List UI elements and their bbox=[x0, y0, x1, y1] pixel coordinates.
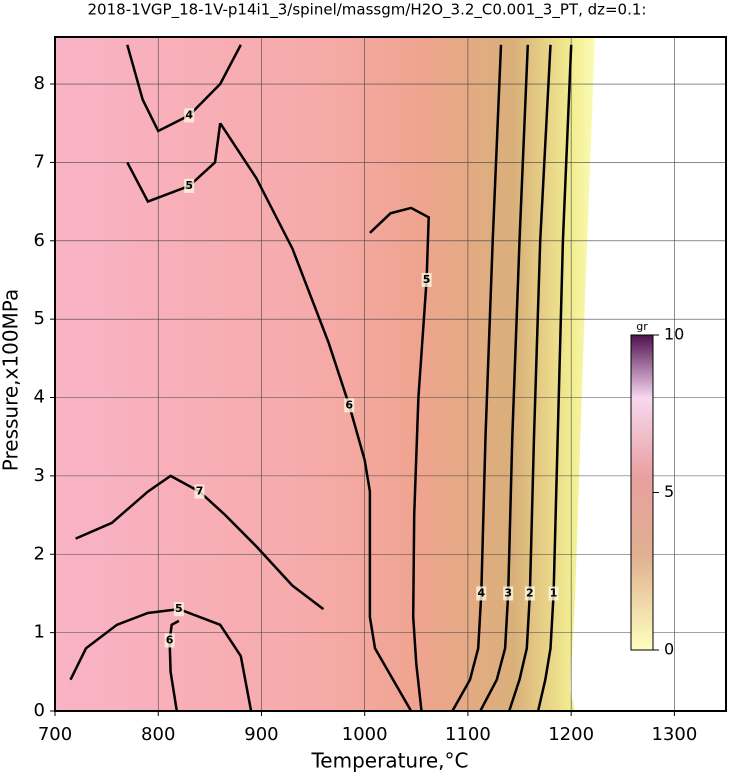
contour-label-bg bbox=[476, 586, 487, 601]
contour-label-bg bbox=[503, 586, 514, 601]
contour-label: 6 bbox=[345, 398, 353, 411]
contour-label-bg bbox=[164, 633, 175, 648]
x-tick-label: 1000 bbox=[342, 724, 388, 745]
y-axis-label: Pressure,x100MPa bbox=[0, 289, 23, 471]
contour-label: 5 bbox=[185, 179, 193, 192]
chart-title: 2018-1VGP_18-1V-p14i1_3/spinel/massgm/H2… bbox=[88, 1, 647, 20]
contour-label: 5 bbox=[423, 273, 431, 286]
contour-label-bg bbox=[184, 108, 195, 123]
colorbar bbox=[630, 334, 654, 651]
contour-label: 4 bbox=[478, 586, 486, 599]
grid bbox=[54, 37, 726, 712]
x-axis-label: Temperature,°C bbox=[310, 749, 468, 773]
contour-label-bg bbox=[194, 484, 205, 499]
y-tick-label: 5 bbox=[34, 308, 45, 329]
contour-label: 3 bbox=[504, 586, 512, 599]
x-tick-label: 1200 bbox=[548, 724, 594, 745]
contours: 1 2 3 4 5 6 7 6 5 4 5 bbox=[69, 44, 573, 712]
x-tick-label: 700 bbox=[38, 724, 72, 745]
contour-label-bg bbox=[184, 178, 195, 193]
y-tick-label: 2 bbox=[34, 543, 45, 564]
contour-line bbox=[219, 122, 413, 712]
contour-label: 2 bbox=[526, 586, 534, 599]
y-tick-label: 3 bbox=[34, 465, 45, 486]
contour-line bbox=[69, 607, 253, 712]
colorbar-tick-label: 0 bbox=[664, 640, 674, 659]
contour-label-bg bbox=[344, 398, 355, 413]
contour-label: 7 bbox=[196, 485, 204, 498]
colorbar-tick-label: 5 bbox=[664, 482, 674, 501]
x-tick-label: 900 bbox=[244, 724, 278, 745]
x-tick-label: 1300 bbox=[651, 724, 697, 745]
x-tick-label: 800 bbox=[141, 724, 175, 745]
contour-label: 4 bbox=[185, 108, 193, 121]
contour-label-bg bbox=[421, 272, 432, 287]
contour-line bbox=[369, 206, 430, 712]
y-tick-label: 6 bbox=[34, 230, 45, 251]
plot-frame bbox=[54, 36, 727, 712]
y-tick-label: 0 bbox=[34, 700, 45, 721]
contour-label: 1 bbox=[550, 586, 558, 599]
data-domain bbox=[55, 37, 595, 711]
y-tick-label: 8 bbox=[34, 73, 45, 94]
y-tick-label: 7 bbox=[34, 151, 45, 172]
contour-label-bg bbox=[524, 586, 535, 601]
x-tick-label: 1100 bbox=[445, 724, 491, 745]
colorbar-label: gr bbox=[636, 320, 648, 333]
colorbar-ticks: 0 5 10 bbox=[653, 325, 684, 659]
y-tick-label: 4 bbox=[34, 387, 45, 408]
contour-label-bg bbox=[173, 602, 184, 617]
contour-label: 5 bbox=[175, 602, 183, 615]
contour-label-bg bbox=[548, 586, 559, 601]
contour-line bbox=[126, 44, 242, 133]
y-tick-label: 1 bbox=[34, 622, 45, 643]
colorbar-tick-label: 10 bbox=[664, 325, 684, 344]
contour-label: 6 bbox=[166, 633, 174, 646]
